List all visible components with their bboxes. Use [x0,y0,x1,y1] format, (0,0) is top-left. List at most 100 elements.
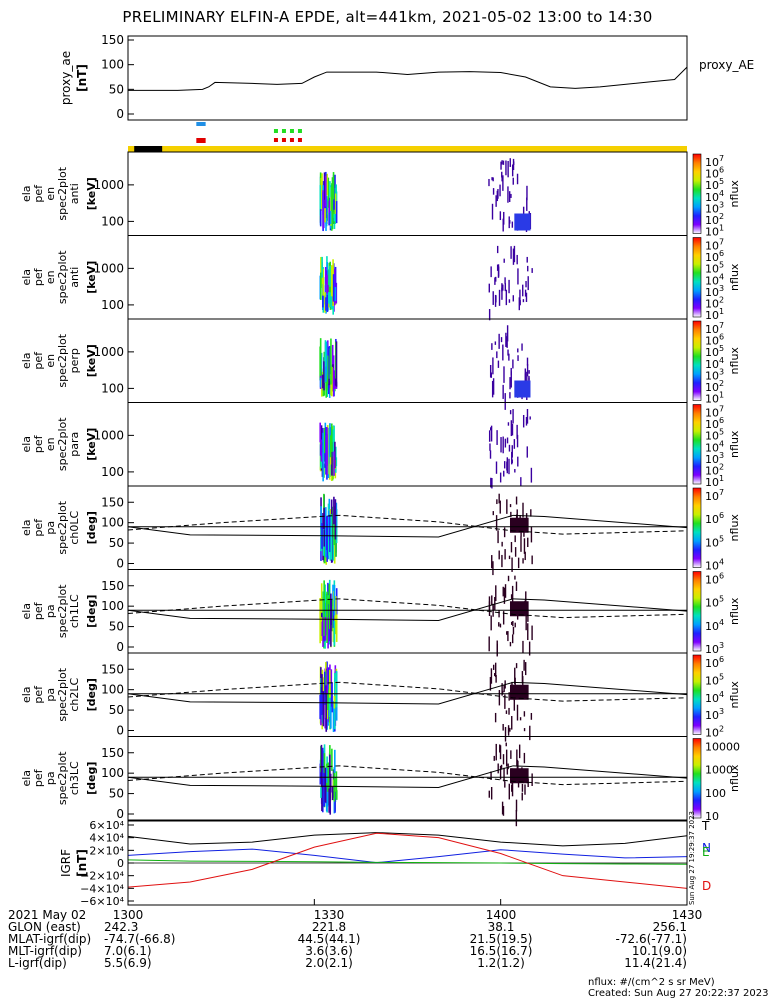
loss-cone-line [127,514,688,538]
colorbar-tick-label: 102 [705,295,724,310]
spec-cell [496,643,498,655]
spec-cell [320,687,323,715]
spec-blob [509,684,529,700]
spec-cell [326,355,329,385]
spec-cell [515,581,518,592]
spec-cell [329,514,331,553]
spec-cell [510,193,512,198]
spec-cell [507,763,509,770]
spec-cell [490,425,493,442]
spec-cell [328,292,330,304]
spec-cell [511,451,513,465]
spec-cell [516,704,519,721]
spec-ytick-label: 150 [101,746,124,760]
bar-green-dash [273,129,278,133]
spec-cell [322,190,324,229]
colorbar-tick-label: 10000 [705,741,740,754]
igrf-ytick-label: 2×10⁴ [89,844,124,857]
spec-cell [530,712,533,720]
spec-cell [492,561,494,576]
colorbar-tick-label: 102 [705,462,724,477]
spec-label-line: ela [20,770,33,787]
spec-cell [501,541,503,547]
spec-cell [325,373,328,398]
spec-frame [127,318,688,403]
spec-cell [319,338,322,381]
spec-cell [334,376,337,386]
loss-cone-line [127,598,688,621]
spec-cell [514,469,516,473]
colorbar-label: nflux [728,681,741,709]
spec-cell [517,760,519,774]
spec-panel: 150 100 50 0 ela pef pa spec2plot ch3LC [deg] 1000… [20,736,741,827]
spec-cell [527,537,529,548]
spec-cell [326,294,329,312]
spec-cell [322,620,324,630]
spec-cell [516,509,518,519]
colorbar-tick-label: 104 [705,189,724,204]
ae-legend: proxy_AE [699,58,754,72]
spec-label-line: ela [20,686,33,703]
spec-cell [506,631,508,635]
spec-cell [329,265,331,287]
spec-cell [514,547,517,557]
colorbar-tick-label: 105 [705,534,724,549]
spec-cell [507,631,509,642]
igrf-ytick-label: 4×10⁴ [89,832,124,845]
ae-ylabel: proxy_ae [59,51,73,105]
igrf-legend-E: E [702,845,710,859]
spec-cell [506,499,508,514]
spec-cell [504,549,506,560]
spec-cell [327,617,329,649]
spec-cell [499,184,501,197]
anti-loss-cone-line [127,598,688,619]
spec-cell [323,772,326,807]
spec-ytick-label: 50 [109,787,124,801]
spec-cell [327,177,330,208]
igrf-ytick-label: −4×10⁴ [80,882,124,895]
spec-cell [512,177,514,185]
colorbar-tick-label: 107 [705,405,724,420]
spec-cell [510,541,513,553]
spec-cell [333,268,336,306]
spec-cell [325,516,328,551]
spec-cell [326,667,329,694]
spec-frame [127,151,688,236]
spec-cell [505,289,508,306]
colorbar-tick-label: 104 [705,356,724,371]
spec-cell [331,748,333,771]
colorbar-label: nflux [728,514,741,542]
spec-cell [510,511,512,517]
spec-cell [527,276,529,291]
spec-cell [514,575,516,580]
spec-cell [495,515,498,531]
spec-cell [531,773,533,786]
spec-label-line: ch2LC [68,678,81,712]
spec-ytick-label: 100 [101,381,124,395]
spec-cell [321,256,323,278]
colorbar-tick-label: 105 [705,672,724,687]
spec-ytick-label: 100 [101,465,124,479]
spec-cell [333,695,336,709]
spec-cell [498,622,500,627]
spec-cell [329,211,332,225]
instrument-bars [196,122,302,143]
spec-cell [526,357,529,366]
ephem-value: 10.1(9.0) [632,944,687,958]
spec-cell [491,595,493,606]
spec-panel: 150 100 50 0 ela pef pa spec2plot ch0LC [deg] 107 1… [20,485,741,576]
spec-label-line: spec2plot [56,166,69,220]
spec-cell [335,771,338,799]
spec-cell [490,427,492,431]
spec-cell [511,634,514,644]
spec-cell [491,177,493,181]
x-tick-label: 1330 [314,908,345,922]
spec-cell [324,767,327,803]
spec-cell [506,767,509,775]
colorbar-tick-label: 106 [705,416,724,431]
spec-cell [512,409,514,424]
colorbar-tick-label: 1000 [705,764,733,777]
spec-cell [488,309,491,321]
spec-cell [526,409,529,424]
spec-cell [501,683,503,696]
